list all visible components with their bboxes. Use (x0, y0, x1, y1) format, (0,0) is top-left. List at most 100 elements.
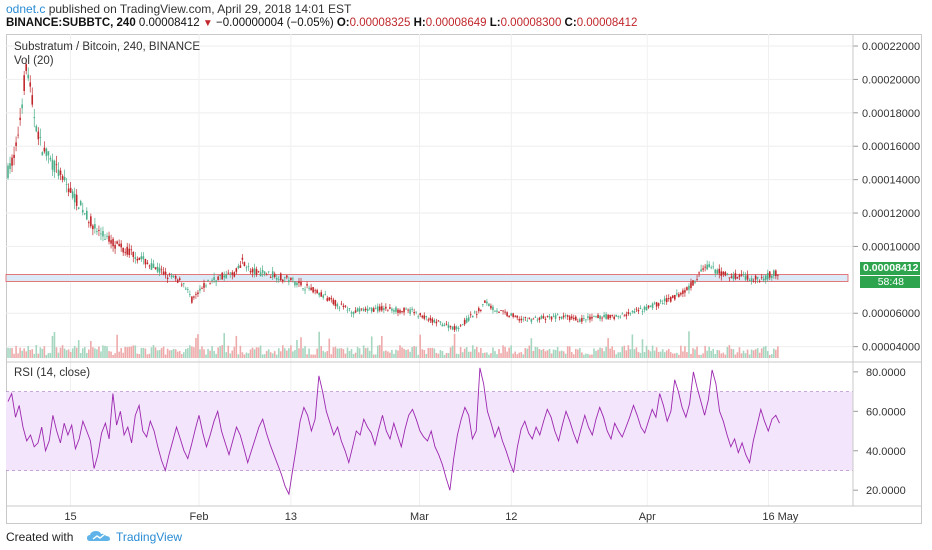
volume-bar (550, 353, 553, 358)
candle-body (403, 307, 405, 313)
candle-body (512, 313, 514, 317)
volume-bar (775, 349, 777, 358)
author-link[interactable]: odnet.c (6, 2, 46, 16)
volume-bar (506, 351, 508, 358)
volume-bar (138, 354, 141, 358)
volume-bar (316, 348, 318, 358)
open-value: 0.00008325 (349, 17, 411, 29)
volume-bar (508, 347, 510, 358)
candle-body (484, 300, 486, 303)
candle-body (726, 273, 729, 275)
candle-body (494, 310, 496, 312)
volume-bar (544, 351, 547, 358)
candle-body (354, 310, 357, 313)
time-axis[interactable]: 15 Feb 13 Mar 12 Apr 16 May (64, 511, 799, 523)
candle-body (17, 134, 19, 136)
candle-body (376, 306, 379, 312)
candle-body (575, 316, 577, 321)
candle-body (223, 275, 226, 278)
volume-bar (102, 345, 104, 358)
volume-bar (455, 353, 458, 358)
volume-bar (21, 350, 23, 358)
volume-bar (332, 347, 335, 358)
candle-body (215, 280, 217, 283)
volume-bar (340, 348, 343, 358)
candle-body (443, 324, 446, 326)
candle-body (140, 256, 143, 260)
candle-body (773, 270, 775, 276)
volume-bar (762, 346, 765, 358)
time-tick-label: 16 (762, 511, 774, 523)
candle-body (449, 326, 452, 328)
price-tick-label: 0.00016000 (862, 141, 920, 153)
volume-bar (617, 352, 620, 358)
volume-bar (90, 340, 92, 358)
candle-body (227, 272, 230, 274)
price-change: −0.00000004 (−0.05%) (216, 17, 334, 29)
rsi-tick-label: 20.0000 (866, 485, 906, 497)
volume-bar (518, 352, 521, 358)
volume-bar (37, 353, 40, 358)
candle-body (160, 269, 163, 271)
volume-bar (336, 348, 339, 358)
candle-body (387, 309, 389, 311)
candle-body (100, 233, 102, 235)
volume-bar (271, 353, 274, 358)
candle-body (292, 278, 294, 280)
candle-body (740, 274, 743, 276)
volume-bar (500, 353, 502, 358)
open-label: O: (336, 17, 350, 29)
volume-bar (88, 349, 90, 358)
volume-bar (684, 346, 686, 358)
candle-body (538, 317, 541, 320)
volume-bar (669, 352, 672, 358)
price-tick-label: 0.00012000 (862, 208, 920, 220)
volume-bar (558, 351, 561, 358)
volume-bar (261, 354, 264, 358)
volume-bar (639, 352, 642, 358)
candle-body (607, 314, 609, 319)
candle-body (257, 270, 260, 272)
volume-bar (197, 334, 199, 358)
volume-bar (63, 348, 66, 358)
chart-canvas[interactable]: 0.00022000 0.00020000 0.00018000 0.00016000… (0, 0, 932, 524)
candle-body (148, 265, 151, 267)
candle-body (690, 282, 692, 289)
candle-body (506, 312, 508, 317)
rsi-line (7, 367, 780, 496)
volume-bar (708, 346, 710, 358)
candle-body (83, 213, 86, 215)
candle-body (176, 279, 179, 283)
rsi-axis[interactable]: 80.0000 60.0000 40.0000 20.0000 (853, 367, 906, 497)
volume-bar (209, 350, 211, 358)
candle-body (451, 326, 454, 330)
candle-body (744, 275, 747, 280)
candle-body (9, 163, 11, 170)
volume-bar (344, 353, 347, 358)
volume-bar (51, 336, 54, 358)
candle-body (324, 294, 327, 296)
volume-bar (605, 346, 607, 358)
candle-body (241, 257, 244, 260)
volume-bar (399, 345, 401, 358)
candle-body (49, 157, 52, 160)
volume-bar (49, 352, 52, 358)
candle-body (154, 267, 157, 270)
volume-bar (53, 332, 56, 358)
candle-body (112, 238, 114, 247)
candle-body (532, 318, 535, 320)
volume-bar (667, 348, 670, 358)
candle-body (629, 312, 632, 314)
candle-body (53, 160, 56, 172)
volume-bar (366, 347, 369, 358)
candle-body (306, 284, 308, 286)
candle-body (522, 318, 525, 320)
candle-body (261, 270, 264, 273)
candle-body (473, 311, 476, 313)
tradingview-brand-link[interactable]: TradingView (116, 530, 183, 544)
price-axis[interactable]: 0.00022000 0.00020000 0.00018000 0.00016000… (853, 41, 920, 354)
volume-bar (516, 354, 519, 358)
volume-bar (734, 354, 737, 358)
candle-body (615, 314, 618, 317)
volume-bar (522, 354, 525, 358)
